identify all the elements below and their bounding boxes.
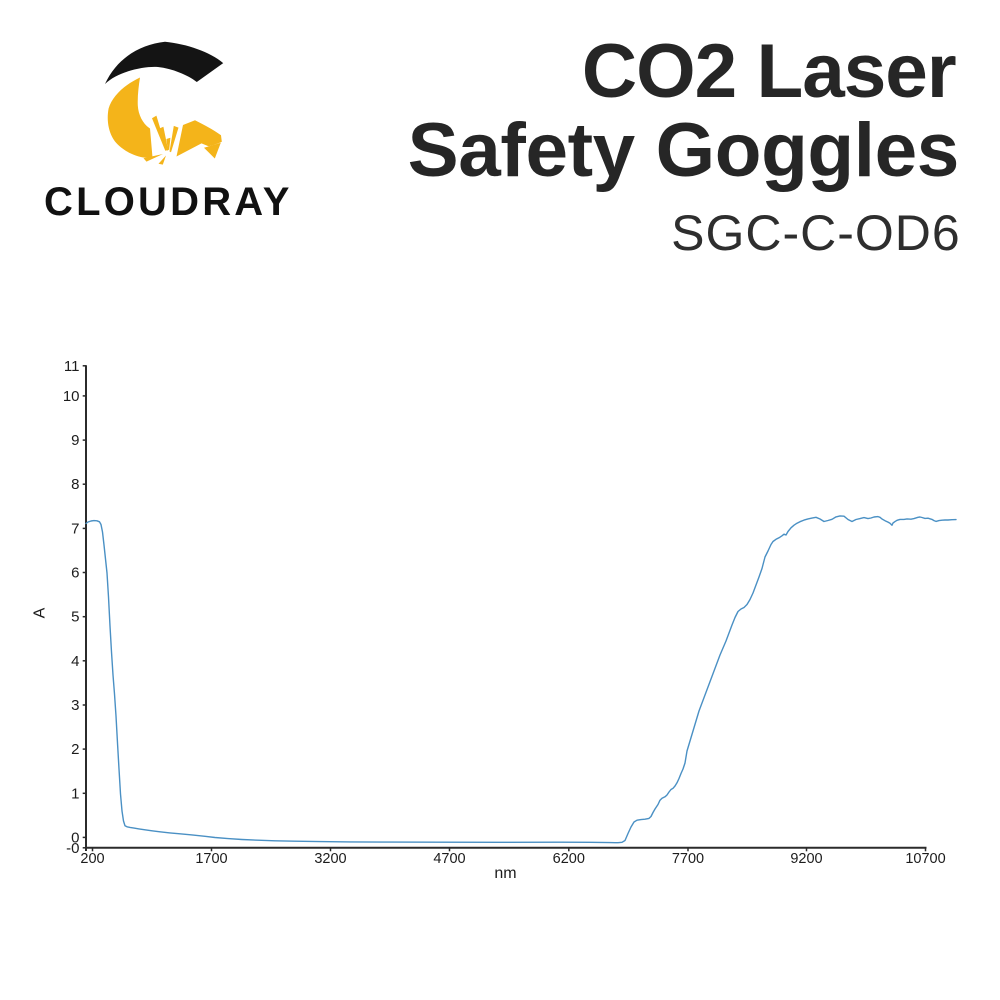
svg-text:1700: 1700 [195, 851, 227, 867]
svg-text:7: 7 [71, 520, 79, 537]
svg-text:9200: 9200 [790, 851, 822, 867]
svg-text:6: 6 [71, 565, 79, 582]
svg-text:200: 200 [80, 851, 104, 867]
svg-text:5: 5 [71, 609, 79, 626]
svg-text:3200: 3200 [314, 851, 346, 867]
svg-text:10: 10 [63, 388, 80, 405]
svg-text:7700: 7700 [672, 851, 704, 867]
svg-text:0: 0 [71, 829, 79, 846]
svg-text:2: 2 [71, 741, 79, 758]
svg-text:4: 4 [71, 653, 79, 670]
svg-text:A: A [32, 607, 49, 618]
svg-text:10700: 10700 [905, 851, 945, 867]
svg-text:-0: -0 [66, 840, 79, 857]
svg-text:4700: 4700 [433, 851, 465, 867]
svg-text:11: 11 [64, 358, 80, 375]
svg-text:1: 1 [71, 785, 79, 802]
svg-text:nm: nm [494, 865, 516, 882]
svg-text:9: 9 [71, 432, 79, 449]
svg-text:6200: 6200 [553, 851, 585, 867]
svg-text:8: 8 [71, 476, 79, 493]
svg-text:3: 3 [71, 697, 79, 714]
